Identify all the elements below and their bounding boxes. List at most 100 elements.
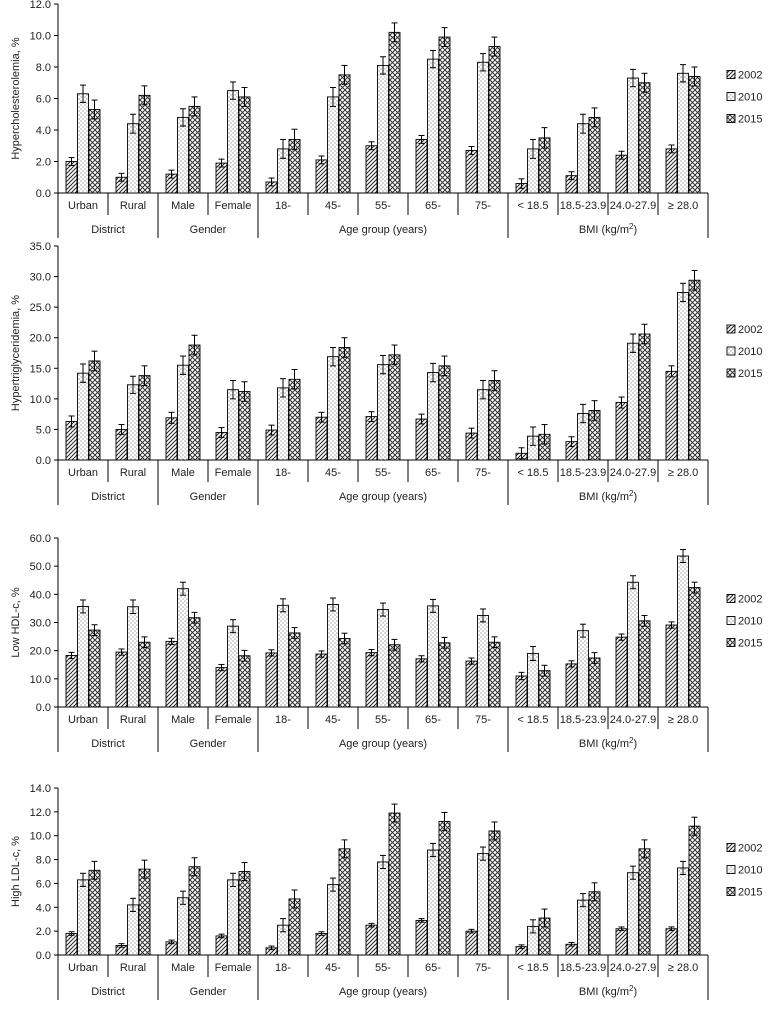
legend-label: 2010 <box>738 865 762 877</box>
chart-panel-1: 0.0 2.0 4.0 6.0 8.0 10.0 12.0 Hypercholesterole… <box>10 0 762 238</box>
bar-2002 <box>315 653 328 708</box>
bar-2010 <box>377 64 389 194</box>
bar-2015 <box>488 380 501 461</box>
group-label: Gender <box>190 491 227 503</box>
category-label: ≥ 28.0 <box>668 962 699 974</box>
bar-2002 <box>115 651 128 708</box>
bar-2002 <box>365 924 378 956</box>
bar-2015 <box>338 347 351 461</box>
bar-2010 <box>127 904 139 956</box>
bar-2002 <box>615 636 628 708</box>
group-label: District <box>91 491 125 503</box>
category-label: 75- <box>475 714 491 726</box>
bar-2002 <box>615 928 628 956</box>
bar-2010 <box>677 72 689 194</box>
category-label: 45- <box>325 962 341 974</box>
bar-2015 <box>238 655 251 708</box>
bar-2002 <box>65 655 78 708</box>
bar-2015 <box>88 360 101 461</box>
category-label: 55- <box>375 714 391 726</box>
category-label: < 18.5 <box>518 714 549 726</box>
category-label: 65- <box>425 200 441 212</box>
bar-2010 <box>127 384 139 461</box>
bar-2002 <box>365 416 378 461</box>
y-tick-label: 0.0 <box>36 188 51 200</box>
y-tick-label: 0.0 <box>36 950 51 962</box>
group-label: District <box>91 224 125 236</box>
bar-2010 <box>427 849 439 956</box>
y-tick-label: 12.0 <box>30 0 51 11</box>
bar-2002 <box>465 930 478 956</box>
bar-2015 <box>188 617 201 708</box>
bar-2002 <box>315 159 328 194</box>
category-label: Urban <box>68 200 98 212</box>
bar-2010 <box>127 606 139 708</box>
category-label: 18.5-23.9 <box>560 467 606 479</box>
bar-2002 <box>665 148 678 194</box>
legend-label: 2002 <box>738 594 762 606</box>
bar-2010 <box>627 581 639 708</box>
bar-2002 <box>315 416 328 461</box>
category-label: 18- <box>275 962 291 974</box>
category-label: 18- <box>275 714 291 726</box>
bar-2015 <box>488 830 501 956</box>
bar-2002 <box>565 663 578 708</box>
category-label: 55- <box>375 962 391 974</box>
category-label: 24.0-27.9 <box>610 467 656 479</box>
legend-swatch-2002 <box>726 70 736 79</box>
category-label: Male <box>171 467 195 479</box>
category-label: 55- <box>375 200 391 212</box>
category-label: 45- <box>325 714 341 726</box>
y-axis-title: Low HDL-c, % <box>10 587 22 658</box>
bar-2010 <box>477 615 489 708</box>
bar-2015 <box>138 868 151 956</box>
y-tick-label: 10.0 <box>30 394 51 406</box>
category-label: Male <box>171 714 195 726</box>
bar-2002 <box>415 919 428 956</box>
group-label: Age group (years) <box>339 491 427 503</box>
y-tick-label: 60.0 <box>30 533 51 545</box>
category-label: ≥ 28.0 <box>668 467 699 479</box>
y-tick-label: 2.0 <box>36 157 51 169</box>
y-tick-label: 35.0 <box>30 241 51 253</box>
y-tick-label: 15.0 <box>30 363 51 375</box>
category-label: 65- <box>425 714 441 726</box>
y-axis-title: High LDL-c, % <box>10 836 22 907</box>
category-label: 18- <box>275 200 291 212</box>
category-label: 45- <box>325 467 341 479</box>
category-label: 18- <box>275 467 291 479</box>
bar-2015 <box>438 642 451 708</box>
category-label: Urban <box>68 714 98 726</box>
legend-swatch-2002 <box>726 324 736 334</box>
bar-2010 <box>627 77 639 194</box>
bar-2002 <box>315 933 328 956</box>
bar-2002 <box>215 935 228 956</box>
chart-panel-3: 0.0 10.0 20.0 30.0 40.0 50.0 60.0 Low HDL-c, % U… <box>10 533 762 752</box>
y-tick-label: 6.0 <box>36 94 51 106</box>
bar-2002 <box>615 154 628 194</box>
y-tick-label: 40.0 <box>30 589 51 601</box>
y-tick-label: 10.0 <box>30 31 51 43</box>
bar-2010 <box>77 372 89 461</box>
y-tick-label: 5.0 <box>36 424 51 436</box>
bar-2010 <box>277 604 289 708</box>
category-label: 55- <box>375 467 391 479</box>
bar-2002 <box>65 933 78 956</box>
bar-2015 <box>88 869 101 956</box>
legend-label: 2010 <box>738 92 762 104</box>
y-tick-label: 50.0 <box>30 561 51 573</box>
y-tick-label: 4.0 <box>36 902 51 914</box>
bar-2002 <box>365 145 378 194</box>
bar-2010 <box>77 93 89 194</box>
legend-swatch-2010 <box>726 865 736 874</box>
y-tick-label: 30.0 <box>30 618 51 630</box>
category-label: Rural <box>120 714 146 726</box>
category-label: Rural <box>120 467 146 479</box>
legend-label: 2002 <box>738 843 762 855</box>
bar-2002 <box>665 928 678 956</box>
bar-2015 <box>588 116 601 194</box>
category-label: < 18.5 <box>518 467 549 479</box>
bar-2010 <box>227 389 239 461</box>
bar-2015 <box>388 31 401 194</box>
